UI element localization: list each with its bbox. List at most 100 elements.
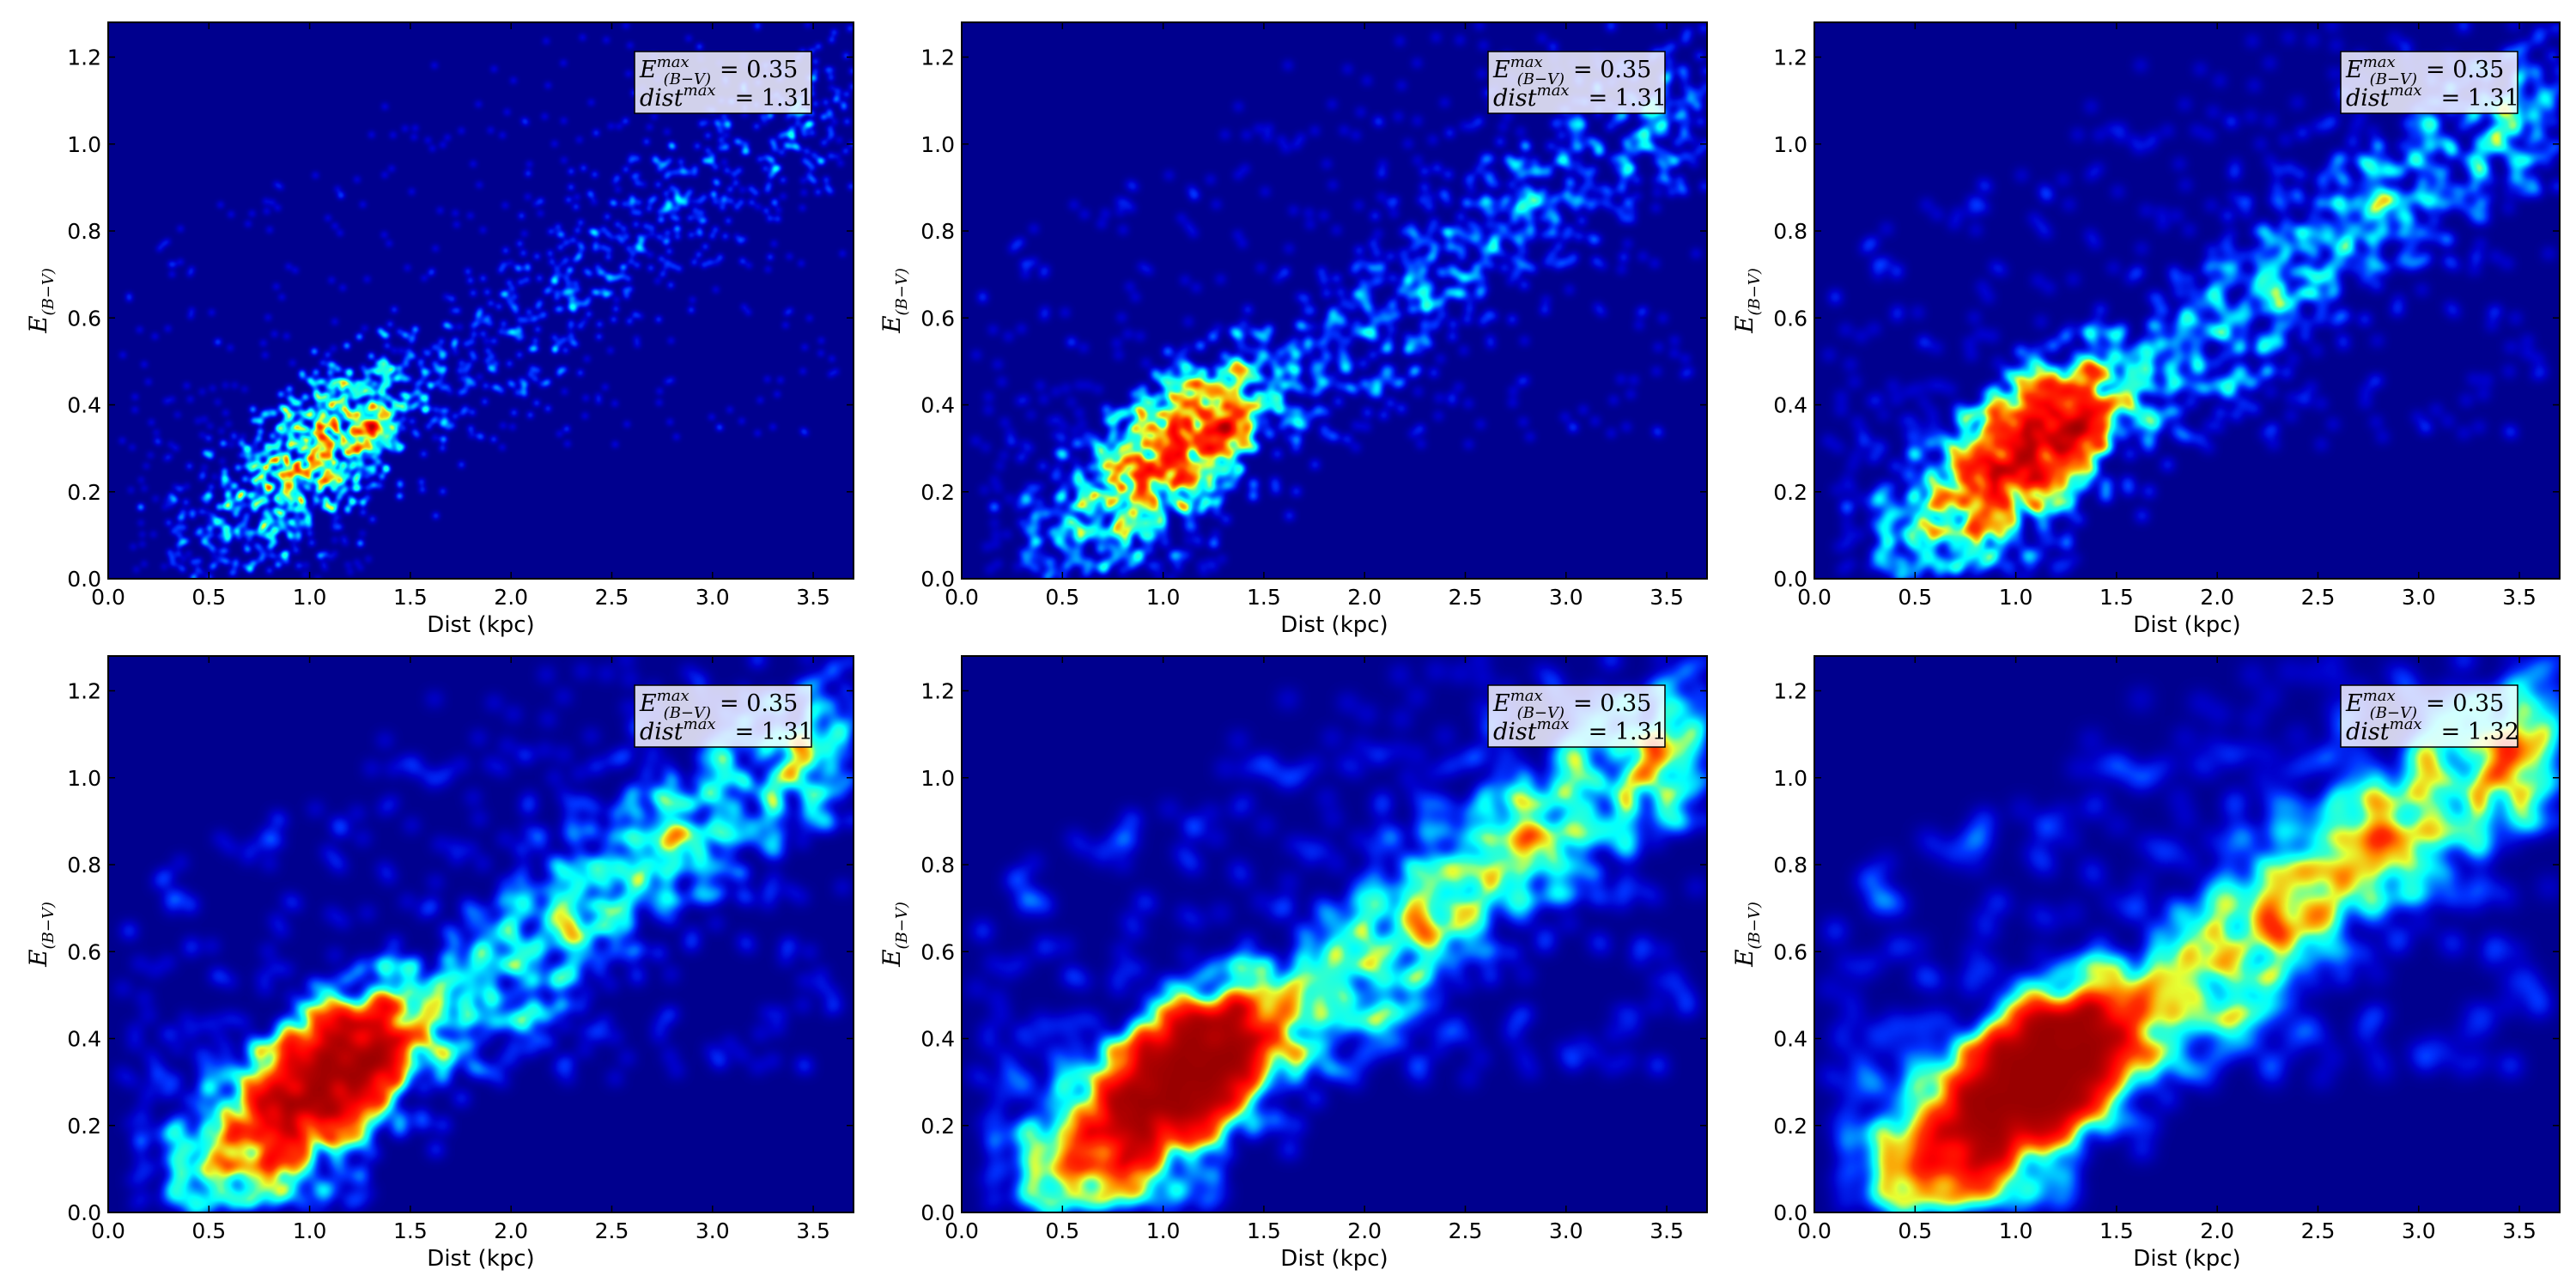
density-star: [625, 245, 632, 252]
density-star: [712, 164, 719, 171]
density-star: [332, 507, 338, 513]
density-star: [713, 286, 720, 293]
density-star: [1181, 376, 1189, 385]
density-star: [228, 211, 234, 218]
density-star: [1518, 246, 1528, 256]
density-star: [536, 275, 543, 282]
density-star: [340, 386, 346, 392]
density-star: [452, 210, 459, 216]
density-star: [325, 392, 331, 399]
density-star: [1976, 505, 1988, 516]
density-star: [2222, 210, 2233, 222]
density-star: [1619, 252, 1628, 262]
density-star: [1208, 483, 1217, 491]
density-star: [1592, 257, 1601, 265]
density-star: [2171, 275, 2182, 286]
density-star: [666, 201, 673, 208]
density-star: [1397, 81, 1406, 90]
density-star: [556, 430, 563, 437]
density-star: [436, 344, 443, 351]
density-star: [605, 230, 611, 237]
density-star: [990, 476, 999, 484]
density-star: [285, 264, 292, 270]
density-star: [762, 165, 769, 172]
density-star: [2113, 416, 2124, 427]
density-star: [414, 381, 421, 388]
density-star: [651, 157, 658, 164]
density-star: [1197, 561, 1206, 569]
density-star: [369, 367, 376, 374]
density-star: [1232, 381, 1242, 390]
density-star: [743, 141, 749, 148]
density-star: [584, 355, 591, 362]
density-star: [1690, 159, 1698, 167]
density-star: [398, 392, 404, 398]
density-star: [670, 214, 676, 221]
density-star: [1680, 73, 1689, 82]
density-star: [805, 161, 812, 167]
density-star: [603, 37, 610, 44]
density-star: [1945, 500, 1956, 511]
density-star: [433, 416, 440, 422]
density-star: [1195, 367, 1204, 376]
density-star: [573, 280, 579, 287]
density-star: [129, 444, 136, 451]
density-star: [361, 391, 368, 398]
density-star: [1509, 233, 1517, 241]
density-star: [375, 367, 382, 374]
density-star: [431, 62, 438, 69]
density-star: [333, 458, 340, 465]
density-star: [811, 75, 817, 82]
density-star: [1695, 147, 1704, 155]
density-star: [410, 392, 416, 398]
density-star: [1236, 331, 1245, 340]
density-star: [633, 243, 640, 250]
density-star: [228, 441, 235, 448]
density-star: [754, 429, 761, 436]
density-star: [313, 463, 319, 470]
density-star: [2437, 136, 2448, 147]
density-star: [509, 423, 516, 430]
density-star: [1038, 462, 1048, 471]
density-star: [1080, 440, 1090, 449]
panel-2: 0.0 0.5 1.0 1.5 2.0 2.5 3.0 3.50.00.20.40.60.81…: [878, 21, 1708, 638]
density-star: [633, 221, 640, 228]
density-star: [980, 485, 989, 495]
density-star: [1630, 132, 1638, 141]
density-star: [642, 233, 649, 240]
density-star: [263, 198, 270, 204]
density-star: [1432, 301, 1441, 309]
density-star: [458, 375, 465, 382]
density-star: [1453, 225, 1461, 234]
density-star: [1341, 352, 1350, 361]
density-star: [468, 338, 475, 345]
density-star: [1060, 492, 1068, 501]
density-star: [691, 165, 698, 172]
density-star: [145, 379, 152, 386]
density-star: [1946, 514, 1958, 526]
density-star: [281, 514, 288, 521]
density-star: [261, 473, 268, 480]
density-star: [516, 351, 523, 358]
density-star: [577, 219, 584, 226]
density-star: [356, 468, 363, 475]
density-star: [666, 418, 673, 425]
density-star: [1343, 434, 1352, 444]
density-star: [2379, 263, 2391, 274]
density-star: [2526, 97, 2537, 108]
density-star: [1425, 203, 1434, 211]
x-tick-label: 3.5: [1649, 585, 1684, 610]
density-star: [1085, 510, 1094, 519]
density-star: [575, 254, 582, 261]
density-star: [410, 134, 417, 141]
density-star: [1367, 388, 1376, 398]
density-star: [828, 153, 835, 160]
density-star: [1501, 230, 1510, 239]
density-star: [501, 262, 507, 269]
density-star: [2015, 346, 2026, 357]
density-star: [1528, 264, 1537, 273]
density-star: [400, 373, 407, 380]
density-star: [313, 369, 319, 376]
density-star: [1321, 337, 1330, 346]
density-star: [1115, 197, 1124, 206]
